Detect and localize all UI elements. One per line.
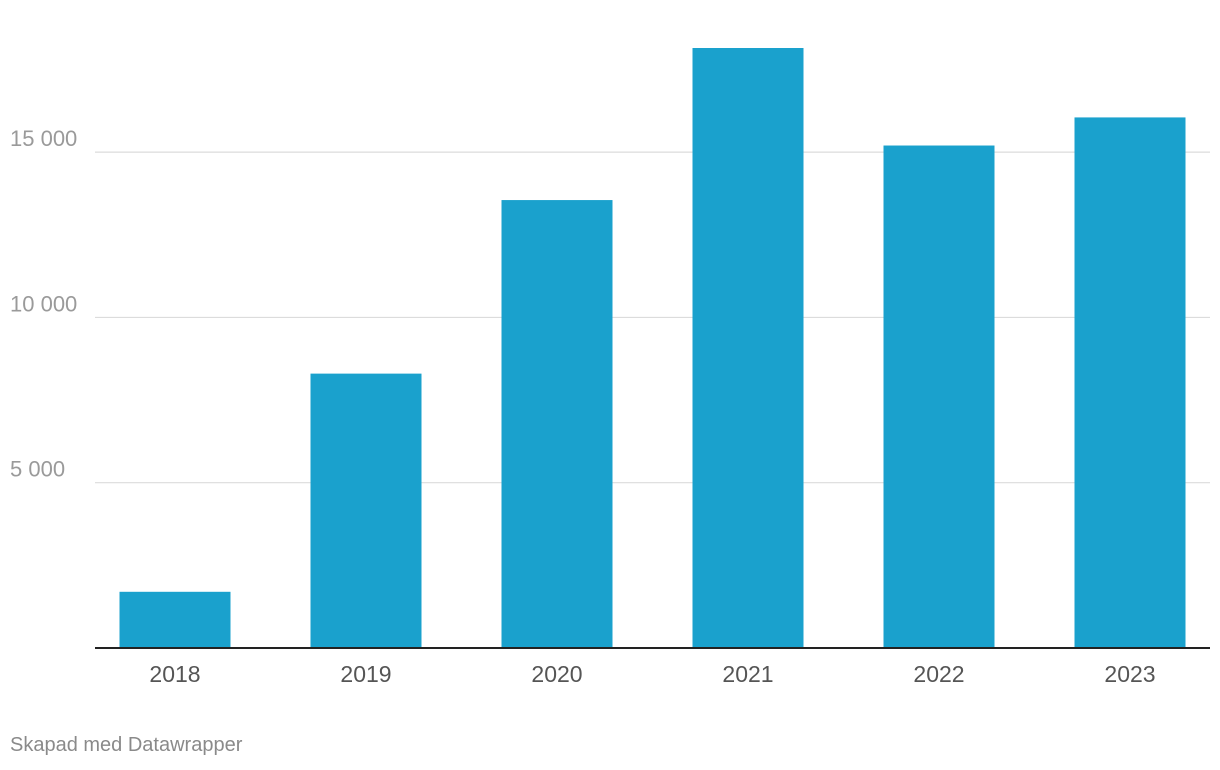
bar-2020 [501,200,613,649]
bars [119,48,1186,649]
x-tick-label: 2021 [722,661,773,687]
y-tick-label: 15 000 [10,126,77,151]
x-tick-label: 2018 [149,661,200,687]
datawrapper-credit: Skapad med Datawrapper [10,734,243,756]
x-tick-label: 2022 [913,661,964,687]
x-tick-label: 2023 [1104,661,1155,687]
grid-lines [95,151,1210,484]
bar-2022 [883,145,995,648]
y-tick-label: 10 000 [10,291,77,316]
x-tick-label: 2019 [340,661,391,687]
bar-2019 [310,373,422,648]
x-tick-label: 2020 [531,661,582,687]
bar-2018 [119,591,231,648]
bar-2023 [1074,117,1186,648]
x-axis-tick-labels: 2018 2019 2020 2021 2022 2023 [149,661,1155,687]
bar-2021 [692,48,804,648]
y-tick-label: 5 000 [10,457,65,482]
y-axis-tick-labels: 5 000 10 000 15 000 [10,126,77,482]
